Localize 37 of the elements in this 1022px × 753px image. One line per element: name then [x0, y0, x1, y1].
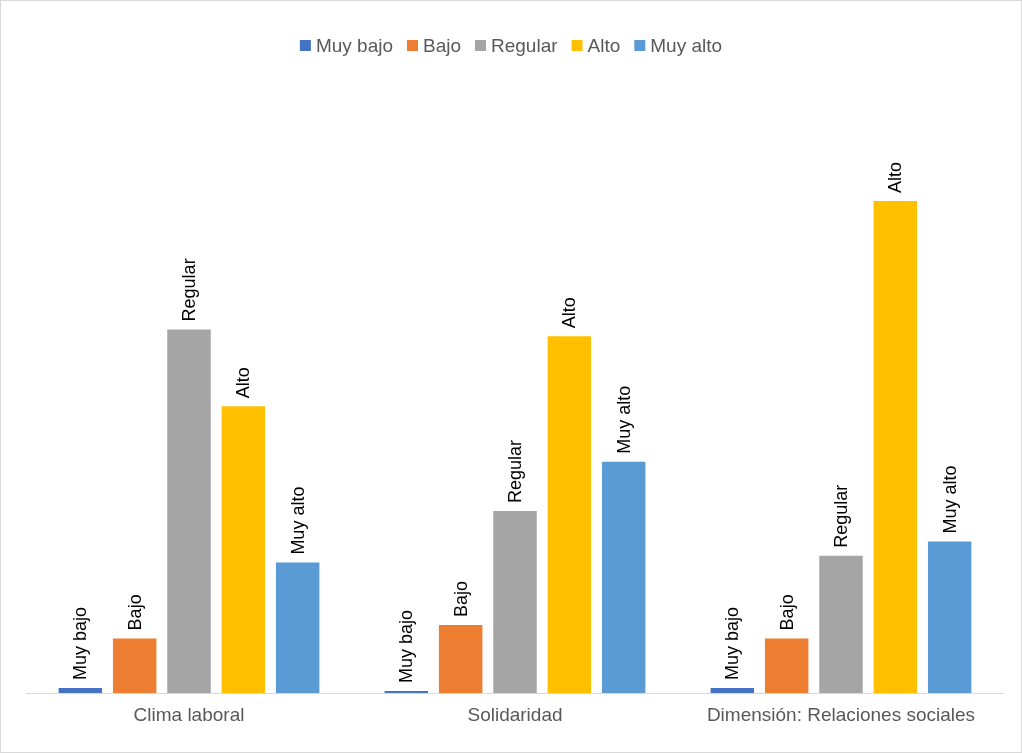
- bar: [927, 541, 972, 693]
- text: Muy alto: [939, 465, 960, 534]
- text: Muy alto: [287, 486, 308, 555]
- legend-label: Regular: [491, 35, 559, 56]
- bar: [493, 510, 537, 693]
- text: Bajo: [124, 594, 145, 631]
- text: Alto: [559, 297, 580, 329]
- text: Bajo: [450, 581, 471, 618]
- x-tick-label: Dimensión: Relaciones sociales: [706, 704, 976, 725]
- text: Regular: [831, 484, 851, 548]
- bar: [275, 562, 320, 693]
- text: Muy alto: [613, 385, 634, 454]
- bar: [221, 406, 266, 693]
- bar: [547, 336, 592, 693]
- x-tick-label: Clima laboral: [133, 704, 245, 725]
- legend-label: Alto: [587, 35, 621, 56]
- bar: [764, 638, 809, 693]
- bar: [819, 555, 863, 693]
- bar: [710, 688, 755, 693]
- text: Bajo: [776, 594, 797, 631]
- text: Regular: [505, 439, 525, 503]
- text: Muy bajo: [396, 609, 417, 684]
- bar: [601, 461, 646, 693]
- x-tick-label: Solidaridad: [467, 704, 563, 725]
- bar: [58, 688, 103, 693]
- legend-label: Muy bajo: [315, 35, 394, 56]
- bar: [873, 201, 918, 693]
- legend-label: Muy alto: [650, 35, 723, 56]
- text: Muy bajo: [70, 607, 91, 681]
- text: Muy bajo: [722, 607, 743, 681]
- text: Alto: [885, 161, 906, 193]
- legend-label: Bajo: [422, 35, 462, 56]
- bar: [167, 329, 211, 693]
- text: Regular: [179, 258, 199, 322]
- bar: [438, 625, 483, 693]
- bar: [112, 638, 157, 693]
- text: Alto: [233, 367, 254, 399]
